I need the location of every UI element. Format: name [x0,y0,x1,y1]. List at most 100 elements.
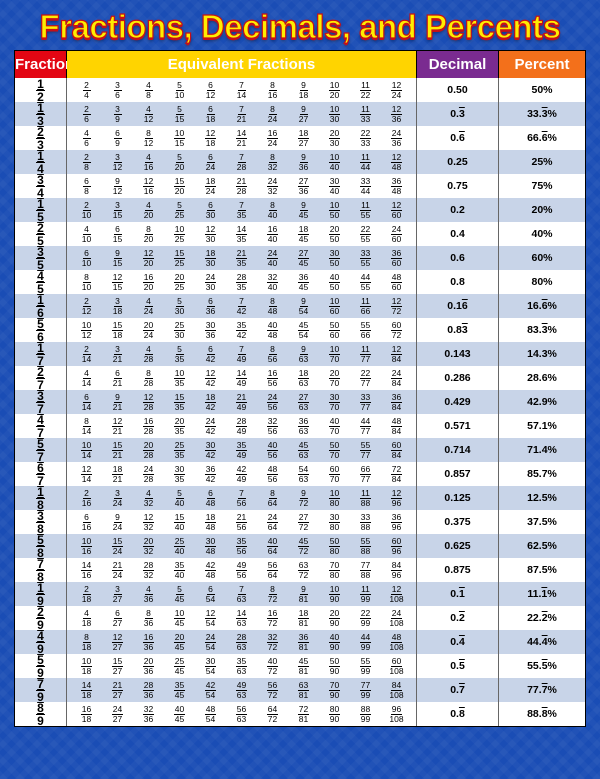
fraction: 5599 [360,657,371,675]
equivalent-fraction: 2436 [381,129,412,147]
equivalent-fraction: 816 [257,81,288,99]
cell-decimal: 0.3 [417,102,499,126]
table-row: 2346698121015121814211624182720302233243… [15,126,585,150]
equivalent-fraction: 1035 [164,369,195,387]
fraction: 1518 [112,321,123,339]
equivalent-fraction: 1228 [133,393,164,411]
table-row: 3861692412321540184821562464277230803388… [15,510,585,534]
cell-decimal: 0.4 [417,222,499,246]
table-row: 2541061582010251230143516401845205022552… [15,222,585,246]
cell-percent: 55.5% [499,654,585,678]
cell-equivalents: 8141221162820352442284932563663407044774… [67,414,417,438]
fraction: 3388 [360,513,371,531]
equivalent-fraction: 4563 [288,441,319,459]
fraction: 6096 [391,537,402,555]
equivalent-fraction: 1014 [71,441,102,459]
equivalent-fraction: 2028 [133,441,164,459]
fraction: 13 [36,102,45,127]
table-row: 6712141821242830353642424948565463607066… [15,462,585,486]
fraction: 4554 [298,321,309,339]
fraction: 530 [174,297,185,315]
fraction: 2277 [360,369,371,387]
cell-fraction: 15 [15,198,67,222]
equivalent-fraction: 7788 [350,561,381,579]
equivalent-fraction: 3556 [226,537,257,555]
equivalent-fraction: 4572 [288,537,319,555]
equivalent-fraction: 1524 [102,537,133,555]
fraction: 945 [298,201,309,219]
fraction: 921 [112,393,123,411]
equivalent-fraction: 1232 [133,513,164,531]
cell-percent: 57.1% [499,414,585,438]
fraction: 1030 [329,105,340,123]
fraction: 4064 [267,537,278,555]
fraction: 1656 [267,369,278,387]
fraction: 742 [236,297,247,315]
fraction: 545 [174,585,185,603]
fraction: 5664 [267,561,278,579]
cell-decimal: 0.50 [417,78,499,102]
fraction: 3696 [391,513,402,531]
equivalent-fraction: 535 [164,345,195,363]
fraction: 621 [112,369,123,387]
equivalent-fraction: 2050 [319,225,350,243]
equivalent-fraction: 912 [102,177,133,195]
equivalent-fraction: 2464 [257,513,288,531]
fraction: 924 [112,513,123,531]
equivalent-fraction: 614 [71,393,102,411]
cell-percent: 11.1% [499,582,585,606]
cell-decimal: 0.875 [417,558,499,582]
header-decimal: Decimal [417,51,499,78]
equivalent-fraction: 24 [71,81,102,99]
fraction: 3355 [360,249,371,267]
equivalent-fraction: 828 [133,369,164,387]
fraction: 2772 [298,513,309,531]
equivalent-fraction: 945 [288,201,319,219]
equivalent-fraction: 68 [71,177,102,195]
fraction: 48108 [388,633,404,651]
fraction: 3663 [298,417,309,435]
fraction: 1122 [360,81,371,99]
cell-equivalents: 216324432540648756864972108011881296 [67,486,417,510]
equivalent-fraction: 3542 [226,321,257,339]
equivalent-fraction: 5577 [350,441,381,459]
fraction: 721 [236,105,247,123]
fraction: 436 [143,585,154,603]
fraction: 1227 [112,633,123,651]
equivalent-fraction: 5566 [350,321,381,339]
equivalent-fraction: 530 [164,297,195,315]
equivalent-fraction: 410 [71,225,102,243]
fraction: 927 [298,105,309,123]
fraction: 756 [236,489,247,507]
fraction: 1215 [112,273,123,291]
equivalent-fraction: 218 [71,585,102,603]
fraction: 4563 [298,441,309,459]
fraction: 59 [36,654,45,679]
equivalent-fraction: 2035 [164,417,195,435]
equivalent-fraction: 1242 [195,369,226,387]
equivalent-fraction: 428 [133,345,164,363]
fraction: 60108 [388,657,404,675]
fraction: 5463 [298,465,309,483]
fraction: 8899 [360,705,371,723]
cell-equivalents: 6149211228153518422149245627633070337736… [67,390,417,414]
equivalent-fraction: 4581 [288,657,319,675]
equivalent-fraction: 4956 [226,561,257,579]
fraction: 4090 [329,633,340,651]
fraction: 412 [143,105,154,123]
fraction: 38 [36,510,45,535]
fraction: 915 [112,249,123,267]
table-row: 8916182427323640454854566364727281809088… [15,702,585,726]
cell-equivalents: 8181227163620452454286332723681409044994… [67,630,417,654]
equivalent-fraction: 1656 [257,369,288,387]
fraction: 25 [36,222,45,247]
fraction: 630 [205,201,216,219]
equivalent-fraction: 1090 [319,585,350,603]
fraction: 636 [205,297,216,315]
cell-decimal: 0.7 [417,678,499,702]
equivalent-fraction: 2442 [195,417,226,435]
equivalent-fraction: 321 [102,345,133,363]
fraction: 420 [143,201,154,219]
cell-decimal: 0.857 [417,462,499,486]
equivalent-fraction: 2832 [133,561,164,579]
